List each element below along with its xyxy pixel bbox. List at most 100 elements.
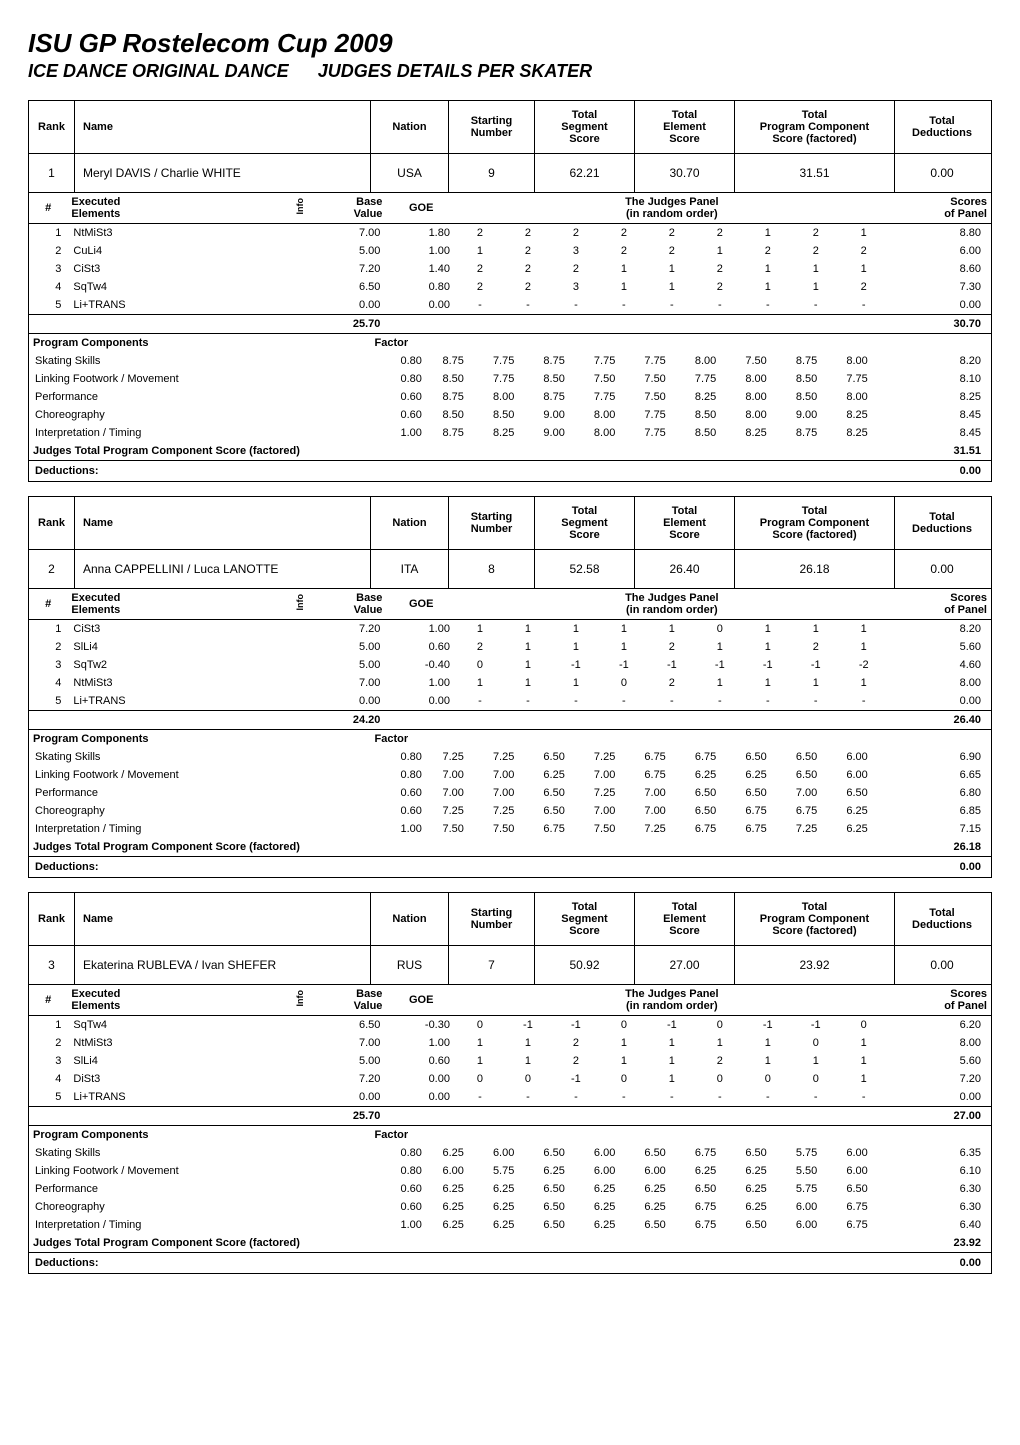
pc-panel-score: 6.30 (882, 1198, 991, 1216)
judge-pc-score: 6.50 (781, 748, 831, 766)
judge-pc-score: 8.00 (731, 370, 781, 388)
nation-header: Nation (371, 893, 449, 945)
judge-score: 1 (744, 620, 792, 639)
judge-pc-score: 5.50 (781, 1162, 831, 1180)
pc-name: Skating Skills (29, 352, 355, 370)
element-score-total: 27.00 (888, 1107, 991, 1126)
element-panel-score: 5.60 (888, 638, 991, 656)
base-value-total-row: 25.70 30.70 (29, 315, 991, 334)
judge-score: 1 (840, 620, 888, 639)
element-number: 3 (29, 260, 67, 278)
element-goe: 1.80 (386, 224, 456, 243)
judge-pc-score: 6.25 (680, 1162, 730, 1180)
rank-header: Rank (29, 497, 75, 549)
judge-pc-score: 5.75 (781, 1144, 831, 1162)
pc-name: Interpretation / Timing (29, 1216, 355, 1234)
pc-name: Skating Skills (29, 1144, 355, 1162)
judge-score: 1 (744, 278, 792, 296)
block-header-labels: Rank Name Nation StartingNumber TotalSeg… (29, 893, 991, 946)
rank-header: Rank (29, 101, 75, 153)
pc-total-value: 31.51 (882, 442, 991, 460)
judge-pc-score: 7.50 (478, 820, 528, 838)
judge-pc-score: 8.50 (680, 406, 730, 424)
judge-pc-score: 6.75 (832, 1198, 882, 1216)
judge-score: - (504, 1088, 552, 1107)
element-name: Li+TRANS (67, 692, 283, 711)
judge-score: 2 (696, 278, 744, 296)
judge-score: 0 (456, 656, 504, 674)
base-value-total-row: 24.20 26.40 (29, 711, 991, 730)
judge-pc-score: 6.75 (680, 1144, 730, 1162)
judge-pc-score: 6.25 (478, 1216, 528, 1234)
judge-pc-score: 6.25 (680, 766, 730, 784)
rank-value: 2 (29, 550, 75, 588)
element-name: CiSt3 (67, 620, 283, 639)
pc-name: Interpretation / Timing (29, 820, 355, 838)
element-name: SqTw4 (67, 1016, 283, 1035)
element-goe: -0.40 (386, 656, 456, 674)
element-number: 1 (29, 224, 67, 243)
judge-score: -1 (744, 1016, 792, 1035)
judge-score: - (504, 692, 552, 711)
program-components-table: Program Components Factor Skating Skills… (29, 730, 991, 856)
pc-total-label: Judges Total Program Component Score (fa… (29, 838, 882, 856)
element-info (283, 1070, 317, 1088)
pc-panel-score: 6.85 (882, 802, 991, 820)
judge-score: 1 (600, 1052, 648, 1070)
judge-score: 1 (744, 638, 792, 656)
judge-score: - (648, 1088, 696, 1107)
judge-score: - (600, 1088, 648, 1107)
element-base-value: 0.00 (317, 692, 387, 711)
judge-pc-score: 7.00 (781, 784, 831, 802)
element-base-value: 5.00 (317, 638, 387, 656)
elements-table: # ExecutedElements Info BaseValue GOE Th… (29, 193, 991, 333)
elements-header-row: # ExecutedElements Info BaseValue GOE Th… (29, 589, 991, 620)
judge-pc-score: 6.25 (832, 820, 882, 838)
judge-pc-score: 7.75 (630, 352, 680, 370)
judge-score: 1 (456, 1052, 504, 1070)
total-element-header: TotalElementScore (635, 497, 735, 549)
element-row: 3 SqTw2 5.00 -0.40 01-1-1-1-1-1-1-2 4.60 (29, 656, 991, 674)
element-goe: 0.60 (386, 638, 456, 656)
judge-score: - (456, 1088, 504, 1107)
judge-score: 2 (600, 224, 648, 243)
pc-panel-score: 8.45 (882, 424, 991, 442)
element-goe: 0.80 (386, 278, 456, 296)
pc-name: Choreography (29, 1198, 355, 1216)
judge-score: - (696, 296, 744, 315)
discipline-label: ICE DANCE ORIGINAL DANCE (28, 61, 289, 81)
element-number: 5 (29, 692, 67, 711)
judge-pc-score: 7.25 (579, 748, 629, 766)
nation-value: USA (371, 154, 449, 192)
pc-row: Linking Footwork / Movement 0.80 6.005.7… (29, 1162, 991, 1180)
pc-factor: 0.60 (355, 802, 428, 820)
judge-score: 2 (504, 224, 552, 243)
elements-header-row: # ExecutedElements Info BaseValue GOE Th… (29, 985, 991, 1016)
judge-pc-score: 6.75 (680, 748, 730, 766)
element-info (283, 1052, 317, 1070)
judge-score: 1 (504, 620, 552, 639)
judge-pc-score: 6.00 (832, 748, 882, 766)
judge-score: 0 (456, 1016, 504, 1035)
elem-col-num: # (29, 193, 67, 224)
judge-score: 1 (600, 260, 648, 278)
judge-score: 1 (744, 1034, 792, 1052)
judge-pc-score: 6.25 (579, 1198, 629, 1216)
element-score-value: 26.40 (635, 550, 735, 588)
skater-name: Anna CAPPELLINI / Luca LANOTTE (75, 550, 371, 588)
element-name: CuLi4 (67, 242, 283, 260)
total-deductions-header: TotalDeductions (895, 101, 989, 153)
judge-pc-score: 6.25 (731, 1162, 781, 1180)
judge-score: -1 (552, 656, 600, 674)
pc-header-row: Program Components Factor (29, 1126, 991, 1144)
judge-score: 2 (648, 224, 696, 243)
deductions-label: Deductions: (35, 465, 99, 477)
base-value-total: 25.70 (317, 1107, 387, 1126)
pc-header-row: Program Components Factor (29, 730, 991, 748)
judge-pc-score: 7.00 (478, 766, 528, 784)
judge-pc-score: 6.00 (579, 1162, 629, 1180)
judge-score: 1 (648, 1052, 696, 1070)
element-row: 4 DiSt3 7.20 0.00 00-1010001 7.20 (29, 1070, 991, 1088)
judge-score: 1 (552, 674, 600, 692)
judge-score: 0 (600, 1016, 648, 1035)
